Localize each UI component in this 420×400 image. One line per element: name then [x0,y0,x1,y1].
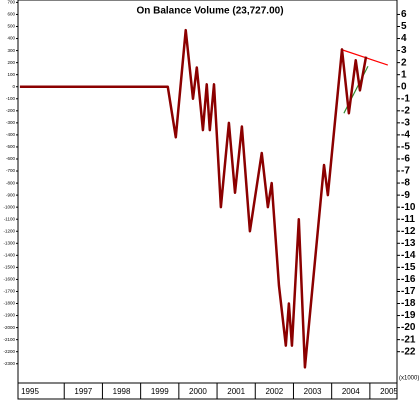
y-tick-label: -1 [401,93,410,104]
x-tick-label: 1999 [151,387,169,396]
y2-tick-label: -400 [6,132,16,137]
y2-tick-label: -900 [6,192,16,197]
y2-tick-label: 400 [7,36,15,41]
y-tick-label: -13 [401,238,416,249]
y2-tick-label: -800 [6,180,16,185]
line [19,28,368,369]
y2-tick-label: -2300 [3,361,15,366]
y2-tick-label: 0 [12,84,15,89]
y-tick-label: -15 [401,262,416,273]
units-label: (x1000) [399,376,419,382]
x-tick-label: 2003 [304,387,322,396]
y-tick-label: -20 [401,322,416,333]
y2-tick-label: -500 [6,144,16,149]
y-tick-label: -18 [401,298,416,309]
x-tick-label: 1995 [21,387,39,396]
y-tick-label: 4 [401,33,407,44]
y2-tick-label: -2000 [3,325,15,330]
y2-tick-label: -1900 [3,313,15,318]
y-tick-label: 3 [401,45,407,56]
y-tick-label: -4 [401,130,410,141]
y2-tick-label: 600 [7,12,15,17]
x-axis-band [17,382,398,400]
y2-tick-label: -1400 [3,253,15,258]
plot-area [17,0,398,384]
y-tick-label: -7 [401,166,410,177]
x-tick-label: 1997 [74,387,92,396]
y2-tick-label: -1200 [3,228,15,233]
y2-tick-label: -700 [6,168,16,173]
y-tick-label: -11 [401,214,415,225]
y-tick-label: -17 [401,286,416,297]
y2-tick-label: -100 [6,96,16,101]
y2-tick-label: -1500 [3,265,15,270]
y2-tick-label: 300 [7,48,15,53]
y-tick-label: -8 [401,178,410,189]
y-tick-label: -2 [401,105,410,116]
y-tick-label: -3 [401,117,410,128]
y2-tick-label: -1700 [3,289,15,294]
y-tick-label: 6 [401,9,407,20]
chart-title: On Balance Volume (23,727.00) [136,6,283,17]
y2-tick-label: 100 [7,72,15,77]
y2-tick-label: -2100 [3,337,15,342]
y-tick-label: 5 [401,21,407,32]
y2-tick-label: -300 [6,120,16,125]
y-tick-label: -19 [401,310,416,321]
y2-tick-label: 200 [7,60,15,65]
y2-tick-label: 700 [7,0,15,5]
y-tick-label: -22 [401,346,416,357]
y-tick-label: 2 [401,57,407,68]
y2-tick-label: 500 [7,24,15,29]
trendline [340,48,389,66]
y2-tick-label: -1600 [3,277,15,282]
y-tick-label: -16 [401,274,416,285]
y-tick-label: -14 [401,250,416,261]
y-tick-label: -12 [401,226,416,237]
y2-tick-label: -2200 [3,349,15,354]
y2-tick-label: -1800 [3,301,15,306]
y-tick-label: -10 [401,202,416,213]
x-tick-label: 2000 [189,387,207,396]
y-tick-label: -6 [401,154,410,165]
y-tick-label: -5 [401,142,410,153]
y2-tick-label: -1000 [3,204,15,209]
y-tick-label: -9 [401,190,410,201]
x-tick-label: 1998 [113,387,131,396]
x-tick-label: 2004 [342,387,360,396]
x-tick-label: 2002 [265,387,283,396]
y2-tick-label: -200 [6,108,16,113]
y-tick-label: -21 [401,334,416,345]
y-tick-label: 1 [401,69,407,80]
y-tick-label: 0 [401,81,407,92]
y2-tick-label: -1100 [4,216,16,221]
x-tick-label: 2001 [227,387,245,396]
y2-tick-label: -600 [6,156,16,161]
y2-tick-label: -1300 [3,240,15,245]
x-tick-label: 2005 [380,387,398,396]
